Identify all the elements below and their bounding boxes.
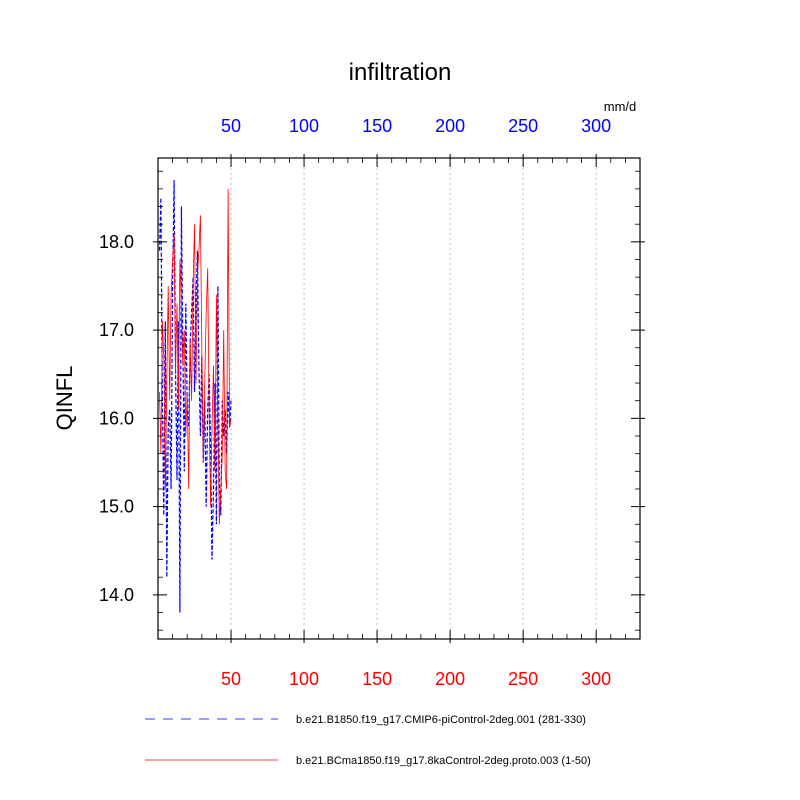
y-axis-label: QINFL [52, 366, 77, 431]
x-tick-label-bottom: 250 [508, 669, 538, 689]
y-tick-label: 15.0 [99, 497, 134, 517]
y-tick-label: 17.0 [99, 320, 134, 340]
x-tick-label-top: 50 [221, 116, 241, 136]
legend-label: b.e21.BCma1850.f19_g17.8kaControl-2deg.p… [296, 755, 591, 767]
plot-frame [157, 157, 641, 640]
x-tick-label-top: 250 [508, 116, 538, 136]
legend: b.e21.B1850.f19_g17.CMIP6-piControl-2deg… [145, 714, 591, 767]
x-tick-label-bottom: 200 [435, 669, 465, 689]
x-tick-label-bottom: 150 [362, 669, 392, 689]
series-line-blue [158, 180, 232, 613]
grid-lines [230, 158, 597, 639]
axis-ticks: 50 50 100 100 150 150 200 200 250 250 300 300 14.0 15… [99, 116, 645, 689]
legend-label: b.e21.B1850.f19_g17.CMIP6-piControl-2deg… [296, 714, 586, 726]
y-tick-label: 18.0 [99, 232, 134, 252]
x-tick-label-bottom: 300 [581, 669, 611, 689]
x-tick-label-top: 200 [435, 116, 465, 136]
x-tick-label-top: 300 [581, 116, 611, 136]
x-tick-label-top: 150 [362, 116, 392, 136]
x-tick-label-top: 100 [289, 116, 319, 136]
x-tick-label-bottom: 100 [289, 669, 319, 689]
chart-title: infiltration [349, 59, 452, 86]
y-tick-label: 14.0 [99, 585, 134, 605]
units-label: mm/d [604, 99, 637, 114]
x-tick-label-bottom: 50 [221, 669, 241, 689]
y-tick-label: 16.0 [99, 408, 134, 428]
series-layer [158, 180, 232, 613]
series-line-red [159, 188, 232, 525]
